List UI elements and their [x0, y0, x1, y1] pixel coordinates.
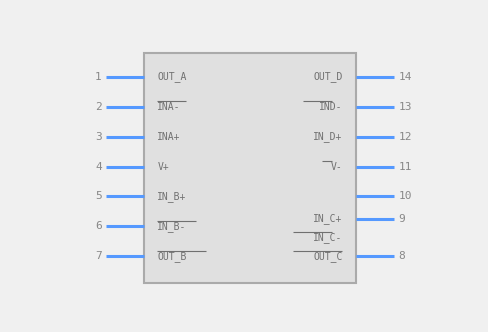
Text: IN_B+: IN_B+	[158, 191, 187, 202]
Text: 12: 12	[398, 131, 412, 142]
Text: OUT_A: OUT_A	[158, 71, 187, 82]
Text: 10: 10	[398, 192, 412, 202]
Text: 2: 2	[95, 102, 102, 112]
Text: 9: 9	[398, 214, 405, 224]
Text: V+: V+	[158, 161, 169, 172]
Text: 1: 1	[95, 72, 102, 82]
Text: V-: V-	[331, 161, 343, 172]
Text: 3: 3	[95, 131, 102, 142]
Text: 4: 4	[95, 161, 102, 172]
Text: IN_C-: IN_C-	[313, 232, 343, 243]
Text: 8: 8	[398, 251, 405, 261]
Polygon shape	[144, 52, 356, 283]
Text: 13: 13	[398, 102, 412, 112]
Text: INA-: INA-	[158, 102, 181, 112]
Text: IN_D+: IN_D+	[313, 131, 343, 142]
Text: OUT_C: OUT_C	[313, 251, 343, 262]
Text: 6: 6	[95, 221, 102, 231]
Text: OUT_D: OUT_D	[313, 71, 343, 82]
Text: 11: 11	[398, 161, 412, 172]
Text: OUT_B: OUT_B	[158, 251, 187, 262]
Text: IND-: IND-	[319, 102, 343, 112]
Text: INA+: INA+	[158, 131, 181, 142]
Text: 7: 7	[95, 251, 102, 261]
Text: IN_B-: IN_B-	[158, 221, 187, 232]
Text: IN_C+: IN_C+	[313, 213, 343, 224]
Text: 5: 5	[95, 192, 102, 202]
Text: 14: 14	[398, 72, 412, 82]
